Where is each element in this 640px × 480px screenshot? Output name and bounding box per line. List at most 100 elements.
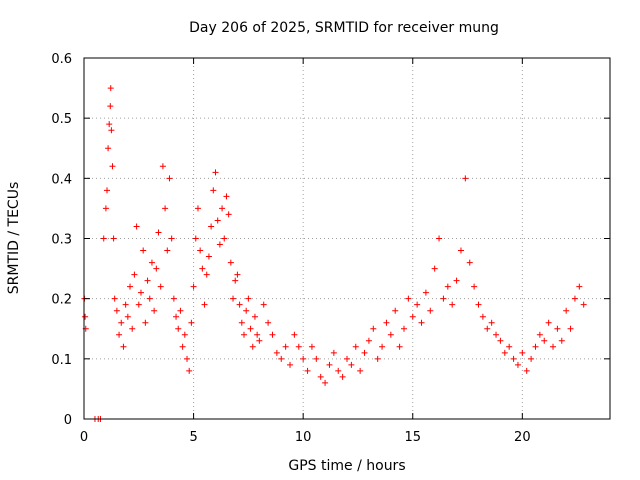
- data-point: [335, 367, 342, 374]
- data-point: [479, 313, 486, 320]
- data-point: [457, 247, 464, 254]
- data-point: [142, 319, 149, 326]
- data-point: [493, 331, 500, 338]
- data-point: [82, 313, 89, 320]
- data-point: [344, 355, 350, 362]
- data-point: [216, 241, 223, 248]
- data-point: [219, 205, 226, 212]
- data-point: [203, 271, 210, 278]
- data-point: [361, 349, 368, 356]
- data-point: [396, 343, 403, 350]
- data-point: [190, 283, 197, 290]
- data-points: [81, 85, 587, 422]
- data-point: [383, 319, 390, 326]
- data-point: [497, 337, 504, 344]
- data-point: [387, 331, 394, 338]
- data-point: [157, 283, 164, 290]
- data-point: [313, 355, 320, 362]
- data-point: [245, 295, 252, 302]
- x-tick-label: 10: [295, 430, 312, 445]
- data-point: [144, 277, 151, 284]
- data-point: [129, 325, 136, 332]
- y-axis-label: SRMTID / TECUs: [6, 182, 22, 295]
- data-point: [554, 325, 561, 332]
- data-point: [400, 325, 407, 332]
- data-point: [146, 295, 153, 302]
- data-point: [116, 331, 123, 338]
- data-point: [223, 193, 230, 200]
- data-point: [104, 187, 111, 194]
- data-point: [488, 319, 495, 326]
- data-point: [225, 211, 232, 218]
- data-point: [514, 361, 521, 368]
- x-tick-label: 20: [514, 430, 531, 445]
- x-tick-label: 5: [189, 430, 197, 445]
- data-point: [506, 343, 513, 350]
- data-point: [571, 295, 578, 302]
- data-point: [107, 85, 114, 92]
- data-point: [418, 319, 425, 326]
- data-point: [422, 289, 429, 296]
- data-point: [523, 367, 530, 374]
- data-point: [291, 331, 298, 338]
- data-point: [326, 361, 333, 368]
- data-point: [227, 259, 234, 266]
- data-point: [168, 235, 175, 242]
- data-point: [558, 337, 565, 344]
- data-point: [234, 271, 241, 278]
- data-point: [436, 235, 443, 242]
- data-point: [550, 343, 557, 350]
- data-point: [166, 175, 173, 182]
- data-point: [173, 313, 180, 320]
- data-point: [532, 343, 539, 350]
- data-point: [308, 343, 315, 350]
- x-tick-label: 0: [80, 430, 88, 445]
- data-point: [414, 301, 421, 308]
- data-point: [357, 367, 364, 374]
- data-point: [236, 301, 243, 308]
- data-point: [159, 163, 166, 170]
- data-point: [431, 265, 438, 272]
- data-point: [251, 313, 258, 320]
- data-point: [107, 103, 114, 110]
- data-point: [208, 223, 215, 230]
- data-point: [462, 175, 469, 182]
- data-point: [449, 301, 456, 308]
- data-point: [260, 301, 267, 308]
- data-point: [111, 295, 118, 302]
- y-tick-label: 0.2: [51, 293, 72, 308]
- grid-lines: [84, 58, 610, 419]
- data-point: [102, 205, 109, 212]
- data-point: [541, 337, 548, 344]
- data-point: [210, 187, 217, 194]
- data-point: [118, 319, 125, 326]
- axis-ticks: 0 0.1 0.2 0.3 0.4 0.5 0.6 0 5 10 15 20: [51, 52, 610, 445]
- data-point: [392, 307, 399, 314]
- data-point: [109, 163, 116, 170]
- y-tick-label: 0: [64, 413, 72, 428]
- y-tick-label: 0.5: [51, 112, 72, 127]
- data-point: [122, 301, 129, 308]
- data-point: [212, 169, 219, 176]
- data-point: [155, 229, 162, 236]
- data-point: [374, 355, 381, 362]
- data-point: [170, 295, 177, 302]
- data-point: [545, 319, 552, 326]
- data-point: [484, 325, 491, 332]
- data-point: [563, 307, 570, 314]
- data-point: [352, 343, 359, 350]
- data-point: [510, 355, 517, 362]
- data-point: [471, 283, 478, 290]
- data-point: [192, 235, 199, 242]
- data-point: [466, 259, 473, 266]
- data-point: [269, 331, 276, 338]
- data-point: [133, 223, 140, 230]
- data-point: [175, 325, 182, 332]
- data-point: [256, 337, 263, 344]
- data-point: [265, 319, 272, 326]
- data-point: [427, 307, 434, 314]
- data-point: [181, 331, 188, 338]
- data-point: [519, 349, 526, 356]
- data-point: [528, 355, 535, 362]
